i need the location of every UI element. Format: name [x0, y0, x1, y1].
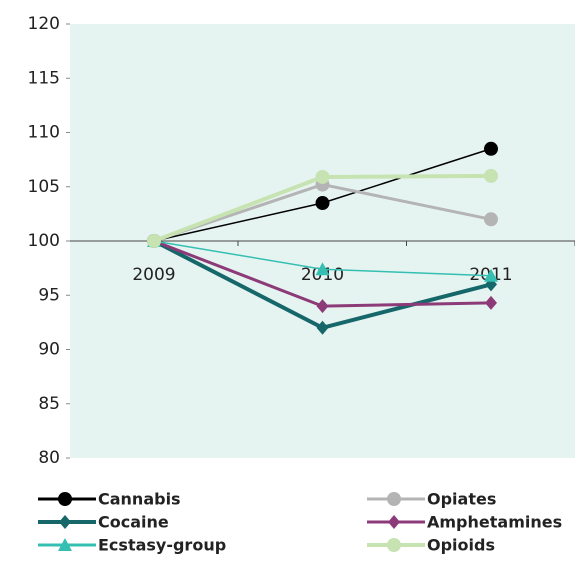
marker	[58, 538, 72, 551]
legend-label: Opioids	[427, 536, 495, 555]
marker	[484, 168, 498, 183]
marker	[387, 538, 401, 552]
y-tick-label: 90	[38, 340, 60, 360]
marker	[59, 515, 71, 529]
y-tick-label: 95	[38, 285, 60, 305]
legend-label: Opiates	[427, 490, 496, 509]
marker	[147, 234, 161, 248]
marker	[485, 295, 497, 310]
legend-label: Cocaine	[98, 513, 169, 532]
y-tick-label: 100	[28, 231, 60, 251]
legend-label: Ecstasy-group	[98, 536, 226, 555]
legend-label: Cannabis	[98, 490, 181, 509]
marker	[484, 268, 498, 282]
marker	[387, 492, 401, 506]
legend-label: Amphetamines	[427, 513, 562, 532]
y-tick-label: 85	[38, 394, 60, 414]
marker	[315, 196, 330, 211]
y-tick-label: 120	[28, 14, 60, 34]
marker	[58, 492, 72, 506]
marker	[484, 141, 498, 156]
x-tick-label: 2009	[132, 265, 175, 285]
y-tick-label: 105	[28, 177, 60, 197]
y-tick-label: 110	[28, 123, 60, 143]
marker	[315, 169, 330, 184]
marker	[316, 299, 329, 314]
marker	[316, 320, 329, 335]
y-tick-label: 115	[28, 68, 60, 88]
marker	[388, 515, 400, 529]
marker	[315, 262, 330, 276]
marker	[484, 212, 498, 227]
y-tick-label: 80	[38, 448, 60, 468]
